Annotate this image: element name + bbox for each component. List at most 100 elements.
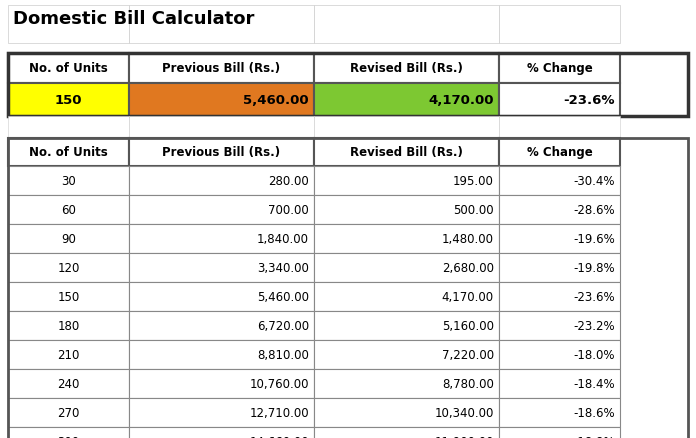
Bar <box>314 117 499 139</box>
Text: 11,900.00: 11,900.00 <box>434 435 494 438</box>
Text: -19.6%: -19.6% <box>574 233 615 245</box>
Text: 5,160.00: 5,160.00 <box>442 319 494 332</box>
Text: 12,710.00: 12,710.00 <box>249 406 309 419</box>
Bar <box>8 283 129 311</box>
Text: 8,810.00: 8,810.00 <box>257 348 309 361</box>
Bar <box>8 166 129 195</box>
Bar <box>129 84 314 117</box>
Bar <box>314 225 499 254</box>
Bar <box>129 225 314 254</box>
Text: -18.8%: -18.8% <box>574 435 615 438</box>
Bar <box>314 195 499 225</box>
Text: -23.6%: -23.6% <box>564 94 615 107</box>
Text: 6,720.00: 6,720.00 <box>257 319 309 332</box>
Text: -18.4%: -18.4% <box>574 377 615 390</box>
Text: 180: 180 <box>57 319 79 332</box>
Bar <box>8 54 688 117</box>
Text: 3,340.00: 3,340.00 <box>257 261 309 274</box>
Bar <box>129 427 314 438</box>
Bar <box>8 195 129 225</box>
Bar <box>314 139 499 166</box>
Bar <box>314 311 499 340</box>
Bar <box>129 166 314 195</box>
Text: 5,460.00: 5,460.00 <box>257 290 309 303</box>
Bar <box>129 117 314 139</box>
Text: No. of Units: No. of Units <box>29 146 108 159</box>
Bar <box>314 54 499 84</box>
Bar <box>8 311 129 340</box>
Bar <box>129 311 314 340</box>
Bar <box>8 225 129 254</box>
Bar <box>499 84 620 117</box>
Text: -28.6%: -28.6% <box>574 204 615 216</box>
Bar <box>499 283 620 311</box>
Bar <box>8 54 129 84</box>
Bar <box>499 225 620 254</box>
Bar <box>129 340 314 369</box>
Text: No. of Units: No. of Units <box>29 62 108 75</box>
Bar <box>314 283 499 311</box>
Bar <box>314 6 499 44</box>
Bar <box>8 139 129 166</box>
Text: 120: 120 <box>57 261 80 274</box>
Bar <box>129 6 314 44</box>
Text: -19.8%: -19.8% <box>574 261 615 274</box>
Bar <box>499 398 620 427</box>
Bar <box>129 369 314 398</box>
Text: 195.00: 195.00 <box>453 175 494 187</box>
Bar <box>8 427 129 438</box>
Text: Revised Bill (Rs.): Revised Bill (Rs.) <box>350 62 463 75</box>
Bar <box>314 166 499 195</box>
Text: Domestic Bill Calculator: Domestic Bill Calculator <box>13 10 254 28</box>
Bar <box>129 283 314 311</box>
Bar <box>8 84 129 117</box>
Bar <box>8 117 129 139</box>
Text: 2,680.00: 2,680.00 <box>442 261 494 274</box>
Text: 8,780.00: 8,780.00 <box>442 377 494 390</box>
Text: 240: 240 <box>57 377 80 390</box>
Bar <box>129 254 314 283</box>
Bar <box>314 84 499 117</box>
Bar <box>499 54 620 84</box>
Text: 500.00: 500.00 <box>453 204 494 216</box>
Text: 280.00: 280.00 <box>268 175 309 187</box>
Text: 1,480.00: 1,480.00 <box>442 233 494 245</box>
Text: % Change: % Change <box>527 62 592 75</box>
Bar <box>129 398 314 427</box>
Bar <box>499 311 620 340</box>
Bar <box>314 340 499 369</box>
Bar <box>314 398 499 427</box>
Bar <box>8 369 129 398</box>
Text: 1,840.00: 1,840.00 <box>257 233 309 245</box>
Text: 10,340.00: 10,340.00 <box>434 406 494 419</box>
Text: 4,170.00: 4,170.00 <box>429 94 494 107</box>
Text: 300: 300 <box>58 435 79 438</box>
Text: 10,760.00: 10,760.00 <box>249 377 309 390</box>
Bar <box>8 254 129 283</box>
Text: 30: 30 <box>61 175 76 187</box>
Text: 60: 60 <box>61 204 76 216</box>
Bar <box>499 195 620 225</box>
Bar <box>129 54 314 84</box>
Text: 7,220.00: 7,220.00 <box>442 348 494 361</box>
Bar <box>129 195 314 225</box>
Bar <box>499 340 620 369</box>
Bar <box>8 6 129 44</box>
Bar <box>499 254 620 283</box>
Text: 210: 210 <box>57 348 80 361</box>
Text: % Change: % Change <box>527 146 592 159</box>
Bar <box>314 254 499 283</box>
Text: 150: 150 <box>57 290 79 303</box>
Bar <box>8 139 688 438</box>
Bar <box>499 369 620 398</box>
Text: Previous Bill (Rs.): Previous Bill (Rs.) <box>162 62 280 75</box>
Text: 270: 270 <box>57 406 80 419</box>
Bar <box>8 340 129 369</box>
Bar <box>8 398 129 427</box>
Text: 4,170.00: 4,170.00 <box>442 290 494 303</box>
Text: 700.00: 700.00 <box>268 204 309 216</box>
Text: Revised Bill (Rs.): Revised Bill (Rs.) <box>350 146 463 159</box>
Text: Previous Bill (Rs.): Previous Bill (Rs.) <box>162 146 280 159</box>
Text: 90: 90 <box>61 233 76 245</box>
Text: 14,660.00: 14,660.00 <box>249 435 309 438</box>
